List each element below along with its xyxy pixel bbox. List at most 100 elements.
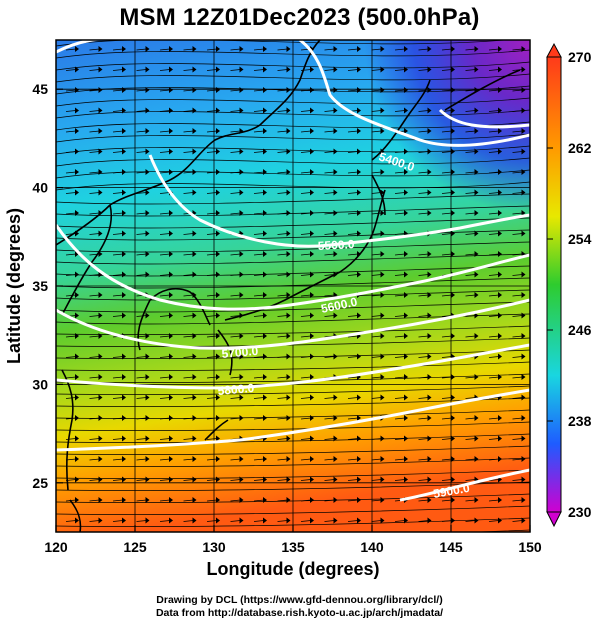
wind-arrow (206, 130, 218, 133)
wind-arrow-head (216, 87, 220, 93)
wind-arrow-head (498, 230, 502, 237)
wind-arrow-head (169, 435, 173, 442)
wind-arrow-head (239, 517, 244, 524)
wind-arrow-head (216, 374, 220, 380)
wind-arrow-head (380, 353, 385, 360)
wind-arrow-head (498, 251, 502, 257)
wind-arrow-head (498, 435, 502, 442)
wind-arrow (112, 212, 124, 215)
wind-arrow (512, 335, 523, 338)
wind-arrow-head (75, 353, 79, 360)
y-tick-label: 30 (32, 376, 48, 392)
wind-arrow-head (169, 456, 173, 462)
wind-arrow-head (357, 497, 361, 503)
wind-arrow-head (380, 87, 385, 93)
wind-arrow-head (169, 230, 173, 237)
wind-arrow (253, 397, 265, 399)
wind-arrow-head (145, 251, 150, 257)
wind-arrow-head (427, 374, 432, 380)
wind-arrow-head (122, 292, 126, 298)
wind-arrow (206, 274, 218, 276)
wind-arrow (371, 520, 382, 522)
wind-arrow-head (145, 46, 150, 52)
wind-arrow (441, 397, 453, 399)
wind-arrow-head (98, 189, 103, 196)
wind-arrow-head (427, 169, 432, 175)
wind-arrow (136, 110, 147, 112)
wind-arrow-head (474, 189, 479, 196)
wind-arrow-head (286, 148, 291, 155)
wind-arrow (418, 397, 429, 399)
wind-arrow-head (333, 46, 338, 52)
wind-arrow (488, 335, 500, 338)
wind-arrow (441, 376, 453, 379)
wind-arrow (206, 376, 218, 379)
wind-arrow (253, 458, 265, 461)
wind-vectors (65, 46, 526, 524)
wind-arrow-head (333, 312, 338, 319)
wind-arrow (418, 376, 429, 379)
wind-arrow-head (216, 517, 220, 524)
wind-arrow (159, 315, 171, 317)
wind-arrow-head (357, 230, 361, 237)
wind-arrow-head (263, 476, 267, 483)
wind-arrow-head (451, 87, 455, 93)
wind-arrow (89, 48, 100, 51)
wind-arrow (512, 69, 523, 71)
wind-arrow (418, 315, 429, 317)
wind-arrow-head (239, 189, 244, 196)
wind-arrow-head (310, 148, 314, 155)
wind-arrow (324, 171, 335, 174)
wind-arrow (230, 151, 241, 153)
wind-arrow (347, 171, 359, 174)
wind-arrow (136, 397, 147, 399)
x-tick-label: 150 (518, 539, 542, 555)
wind-arrow-head (216, 107, 220, 114)
wind-arrow (441, 192, 453, 194)
wind-arrow-head (239, 497, 244, 503)
wind-arrow-head (521, 169, 526, 175)
wind-arrow (159, 274, 171, 276)
wind-arrow-head (380, 374, 385, 380)
wind-arrow (253, 499, 265, 502)
wind-arrow-head (216, 292, 220, 298)
wind-arrow (230, 69, 241, 71)
wind-arrow (89, 233, 100, 235)
y-tick-label: 40 (32, 180, 48, 196)
wind-arrow (112, 192, 124, 194)
wind-arrow-head (310, 169, 314, 175)
wind-arrow (89, 417, 100, 420)
wind-arrow (112, 151, 124, 153)
wind-arrow-head (310, 312, 314, 319)
wind-arrow (488, 458, 500, 461)
wind-arrow-head (98, 128, 103, 134)
wind-arrow-head (122, 271, 126, 278)
wind-arrow (512, 89, 523, 92)
wind-arrow-head (427, 189, 432, 196)
wind-arrow (183, 89, 194, 92)
wind-arrow (159, 520, 171, 522)
wind-arrow-head (145, 456, 150, 462)
wind-arrow (324, 499, 335, 502)
wind-arrow-head (145, 497, 150, 503)
wind-arrow-head (286, 66, 291, 73)
wind-arrow (253, 130, 265, 133)
wind-arrow (136, 151, 147, 153)
wind-arrow (347, 253, 359, 256)
wind-arrow-head (427, 128, 432, 134)
wind-arrow (136, 130, 147, 133)
wind-arrow-head (98, 353, 103, 360)
wind-arrow (371, 212, 382, 215)
wind-arrow-head (169, 374, 173, 380)
wind-arrow (465, 417, 476, 420)
streamline (56, 373, 530, 383)
wind-arrow (206, 438, 218, 440)
wind-arrow-head (98, 517, 103, 524)
wind-arrow-head (286, 46, 291, 52)
wind-arrow-head (521, 148, 526, 155)
wind-arrow (206, 151, 218, 153)
streamline (56, 121, 530, 131)
wind-arrow-head (333, 353, 338, 360)
wind-arrow-head (122, 128, 126, 134)
wind-arrow-head (333, 107, 338, 114)
